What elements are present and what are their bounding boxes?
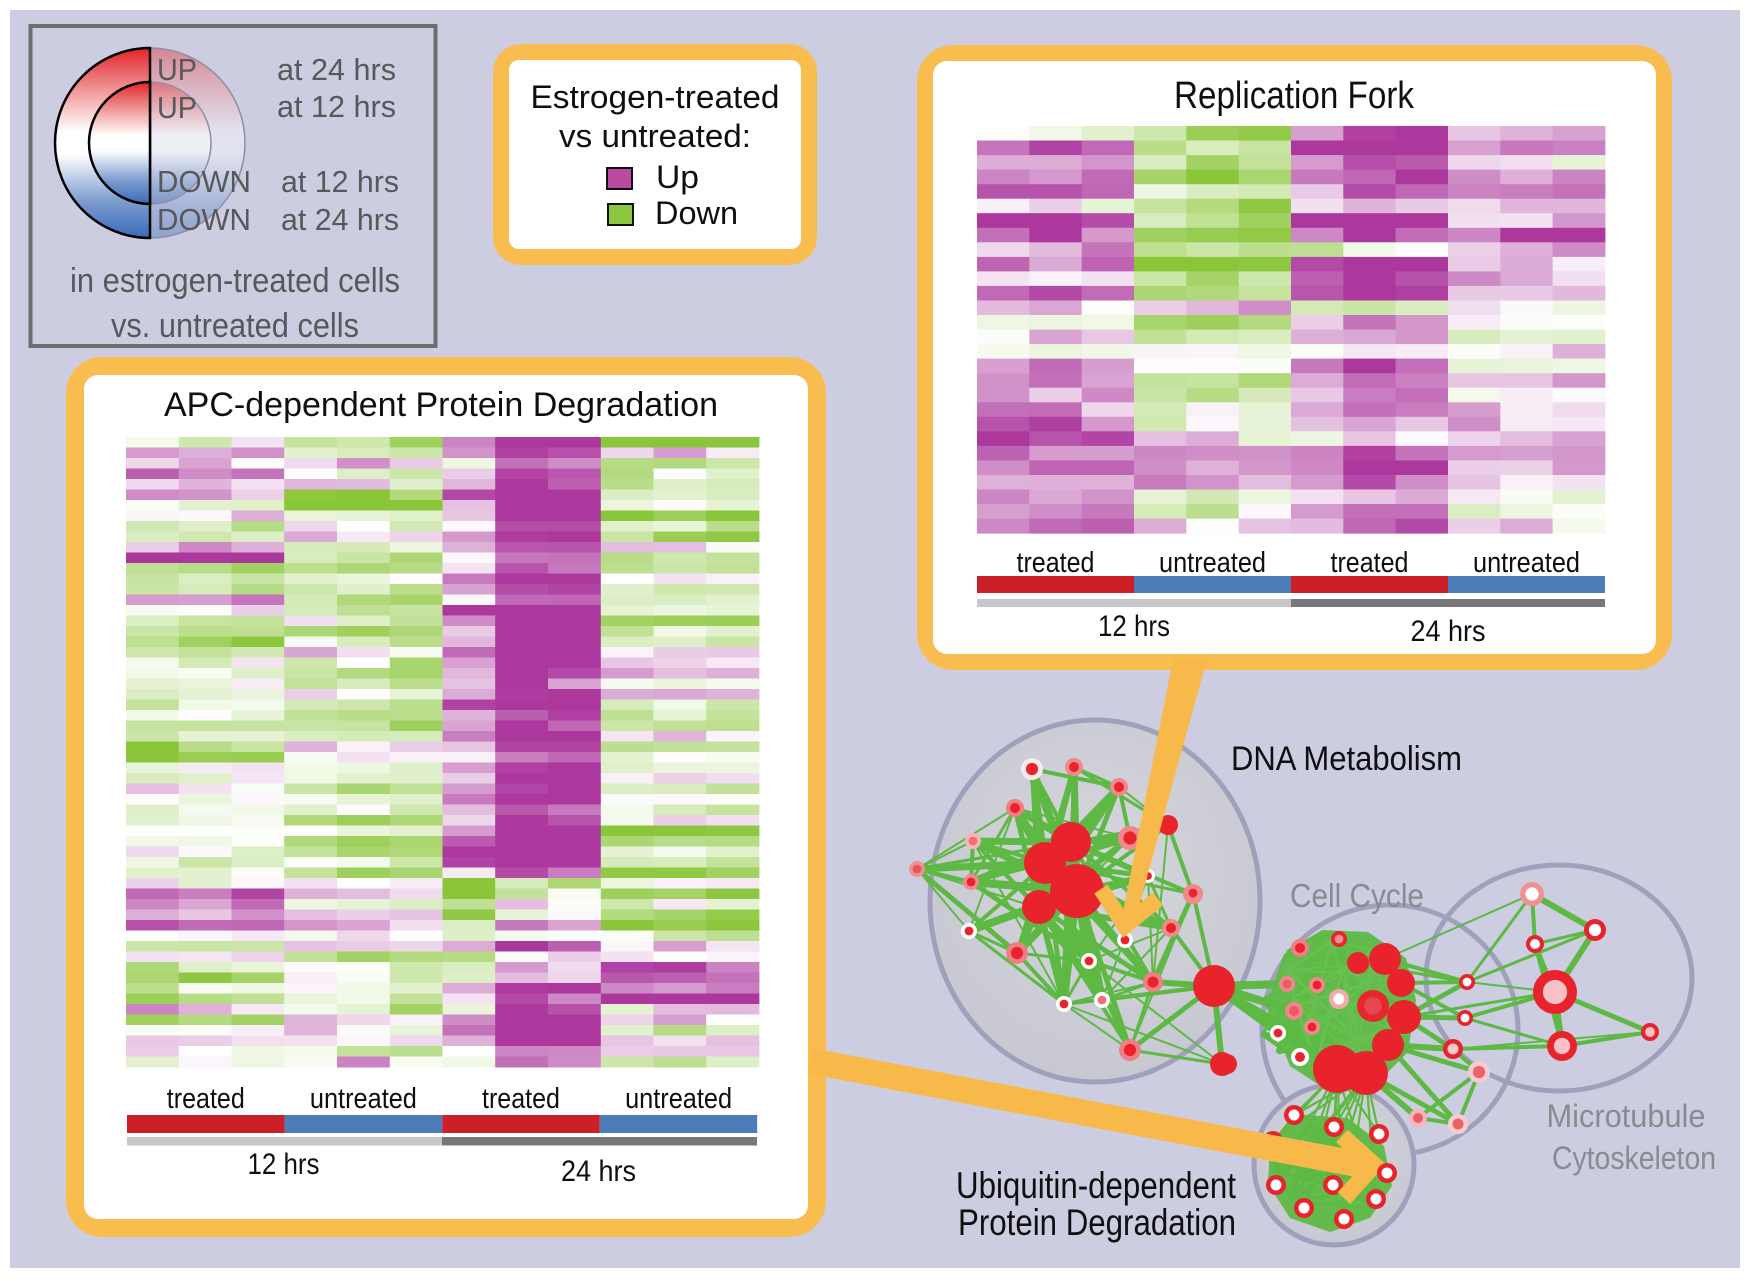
svg-text:DNA Metabolism: DNA Metabolism	[1231, 740, 1462, 778]
svg-text:Cell Cycle: Cell Cycle	[1290, 877, 1424, 914]
svg-text:DOWN: DOWN	[157, 164, 251, 199]
svg-text:12 hrs: 12 hrs	[248, 1148, 320, 1181]
svg-text:treated: treated	[482, 1083, 560, 1115]
svg-text:12 hrs: 12 hrs	[1098, 610, 1170, 643]
svg-text:Microtubule: Microtubule	[1547, 1098, 1706, 1134]
svg-text:DOWN: DOWN	[157, 202, 251, 237]
svg-text:24 hrs: 24 hrs	[561, 1155, 636, 1188]
svg-text:Estrogen-treated: Estrogen-treated	[531, 79, 780, 115]
svg-text:24 hrs: 24 hrs	[1411, 615, 1486, 648]
svg-text:untreated: untreated	[1159, 547, 1266, 579]
svg-text:treated: treated	[1017, 547, 1095, 579]
svg-text:treated: treated	[1331, 547, 1409, 579]
svg-text:Ubiquitin-dependent: Ubiquitin-dependent	[956, 1165, 1237, 1206]
svg-text:at 24 hrs: at 24 hrs	[277, 52, 396, 87]
svg-text:vs. untreated cells: vs. untreated cells	[111, 307, 359, 345]
svg-text:APC-dependent Protein Degradat: APC-dependent Protein Degradation	[164, 386, 718, 424]
svg-text:UP: UP	[157, 52, 197, 87]
svg-text:Protein Degradation: Protein Degradation	[958, 1202, 1236, 1243]
svg-text:untreated: untreated	[310, 1083, 417, 1115]
svg-text:at 12 hrs: at 12 hrs	[277, 89, 396, 124]
svg-text:Cytoskeleton: Cytoskeleton	[1552, 1140, 1716, 1176]
svg-text:vs untreated:: vs untreated:	[559, 118, 751, 154]
svg-text:treated: treated	[167, 1083, 245, 1115]
svg-text:Replication Fork: Replication Fork	[1174, 75, 1415, 117]
svg-text:at 12 hrs: at 12 hrs	[281, 164, 399, 199]
svg-text:untreated: untreated	[1473, 547, 1580, 579]
svg-text:at 24 hrs: at 24 hrs	[281, 202, 399, 237]
svg-text:Up: Up	[656, 159, 699, 195]
svg-text:Down: Down	[655, 195, 738, 231]
svg-text:untreated: untreated	[625, 1083, 732, 1115]
svg-text:UP: UP	[157, 90, 197, 125]
svg-text:in estrogen-treated cells: in estrogen-treated cells	[70, 262, 400, 300]
